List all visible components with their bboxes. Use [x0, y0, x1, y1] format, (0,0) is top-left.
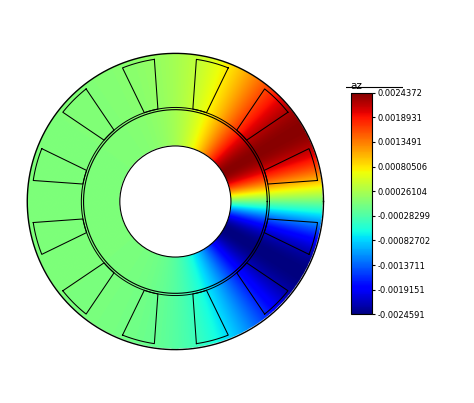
Text: az: az	[351, 81, 363, 91]
Circle shape	[120, 146, 231, 257]
